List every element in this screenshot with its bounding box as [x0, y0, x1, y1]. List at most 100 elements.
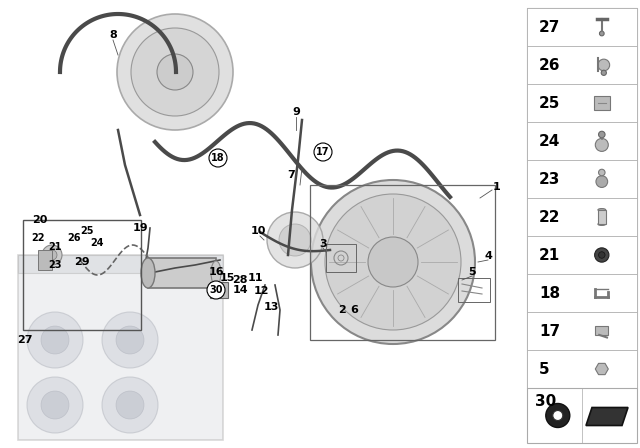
Text: 28: 28	[232, 275, 248, 285]
Bar	[527, 8, 637, 388]
Circle shape	[279, 224, 311, 256]
Circle shape	[598, 59, 610, 71]
Bar	[598, 210, 605, 224]
Bar	[148, 258, 216, 288]
Ellipse shape	[598, 223, 605, 225]
Ellipse shape	[598, 209, 605, 211]
Text: 26: 26	[539, 57, 561, 73]
Bar	[527, 312, 637, 350]
Circle shape	[47, 250, 57, 260]
Text: 26: 26	[67, 233, 81, 243]
Circle shape	[314, 143, 332, 161]
Text: 23: 23	[539, 172, 561, 186]
Circle shape	[41, 391, 69, 419]
Ellipse shape	[141, 258, 155, 288]
Circle shape	[599, 366, 605, 372]
Circle shape	[102, 312, 158, 368]
Circle shape	[116, 391, 144, 419]
Text: 24: 24	[90, 238, 104, 248]
Text: 27: 27	[17, 335, 33, 345]
Bar	[527, 274, 637, 312]
Bar	[527, 8, 637, 46]
Bar	[595, 327, 608, 335]
Text: 11: 11	[247, 273, 263, 283]
Text: 6: 6	[350, 305, 358, 315]
Bar	[527, 350, 637, 388]
Text: 23: 23	[48, 260, 61, 270]
Text: 30: 30	[535, 395, 556, 409]
Circle shape	[116, 326, 144, 354]
Circle shape	[267, 212, 323, 268]
Bar	[38, 250, 52, 270]
Polygon shape	[586, 408, 628, 426]
Bar	[527, 46, 637, 84]
Text: 25: 25	[80, 226, 93, 236]
Bar	[18, 255, 223, 273]
Text: 21: 21	[48, 242, 61, 252]
Text: 22: 22	[31, 233, 45, 243]
Circle shape	[27, 377, 83, 433]
Circle shape	[27, 312, 83, 368]
Text: 22: 22	[539, 210, 561, 224]
Text: 9: 9	[292, 107, 300, 117]
Circle shape	[598, 252, 605, 258]
Bar	[527, 160, 637, 198]
Circle shape	[595, 248, 609, 262]
Text: 4: 4	[484, 251, 492, 261]
Bar	[18, 255, 223, 440]
Text: 17: 17	[316, 147, 330, 157]
Text: 1: 1	[493, 182, 501, 192]
Bar	[458, 278, 490, 302]
Circle shape	[595, 138, 608, 151]
Polygon shape	[595, 363, 608, 375]
Circle shape	[325, 194, 461, 330]
Circle shape	[209, 149, 227, 167]
Text: 18: 18	[539, 285, 560, 301]
Circle shape	[117, 14, 233, 130]
Bar	[594, 96, 610, 110]
Bar	[326, 244, 356, 272]
Text: 10: 10	[250, 226, 266, 236]
Circle shape	[598, 169, 605, 176]
Text: 21: 21	[539, 247, 560, 263]
Text: 2: 2	[338, 305, 346, 315]
Text: 17: 17	[539, 323, 560, 339]
Text: 12: 12	[253, 286, 269, 296]
Bar	[527, 198, 637, 236]
Circle shape	[546, 404, 570, 427]
Text: 24: 24	[539, 134, 561, 148]
Bar	[23, 220, 141, 330]
Text: 14: 14	[232, 285, 248, 295]
Circle shape	[601, 70, 607, 75]
Circle shape	[207, 281, 225, 299]
Bar	[527, 388, 637, 443]
Circle shape	[596, 176, 607, 187]
Circle shape	[553, 410, 563, 421]
Bar	[527, 236, 637, 274]
Text: 8: 8	[109, 30, 117, 40]
Bar	[527, 122, 637, 160]
Text: 5: 5	[539, 362, 550, 376]
Text: 13: 13	[263, 302, 278, 312]
Circle shape	[598, 131, 605, 138]
Circle shape	[41, 326, 69, 354]
Circle shape	[102, 377, 158, 433]
Text: 27: 27	[539, 20, 561, 34]
Text: 18: 18	[211, 153, 225, 163]
Text: 16: 16	[208, 267, 224, 277]
Text: 29: 29	[74, 257, 90, 267]
Text: 25: 25	[539, 95, 561, 111]
Circle shape	[42, 245, 62, 265]
Bar	[210, 282, 228, 298]
Text: 30: 30	[209, 285, 223, 295]
Ellipse shape	[211, 261, 221, 285]
Text: 5: 5	[468, 267, 476, 277]
Text: 7: 7	[287, 170, 295, 180]
Text: 19: 19	[132, 223, 148, 233]
Bar	[527, 84, 637, 122]
Circle shape	[600, 31, 604, 36]
Circle shape	[368, 237, 418, 287]
Circle shape	[131, 28, 219, 116]
Text: 20: 20	[32, 215, 48, 225]
Text: 15: 15	[220, 273, 235, 283]
